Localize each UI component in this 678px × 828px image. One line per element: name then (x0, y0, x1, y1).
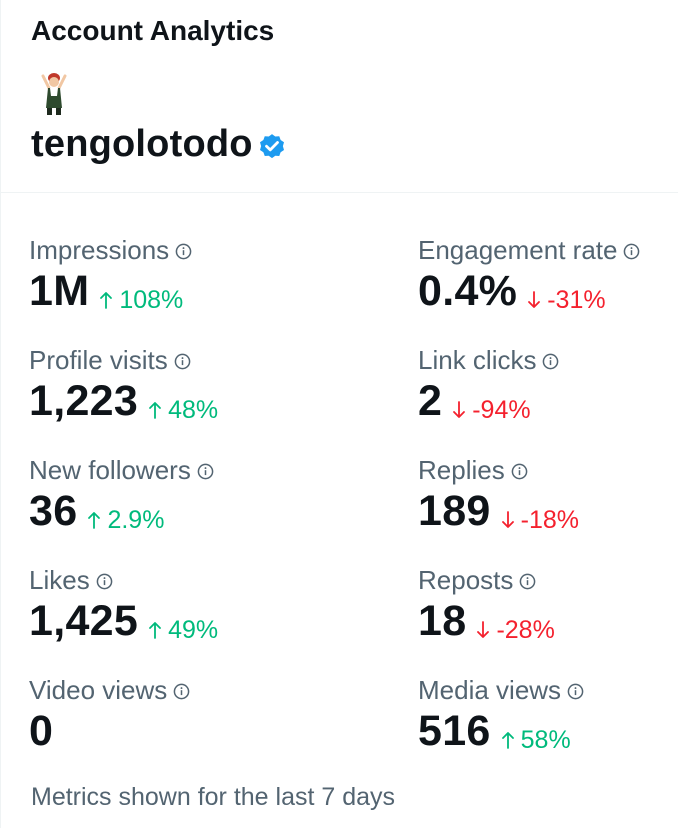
info-icon[interactable] (542, 353, 559, 370)
metric-change-value: -94% (472, 395, 531, 424)
info-icon[interactable] (197, 463, 214, 480)
account-handle[interactable]: tengolotodo (31, 123, 253, 165)
metric-change: -28% (476, 615, 555, 645)
metric-label: Engagement rate (418, 235, 618, 265)
metric-value: 0.4% (418, 267, 518, 315)
metric-link-clicks: Link clicks 2 -94% (418, 343, 559, 427)
metric-label: Profile visits (29, 345, 168, 375)
metric-change-value: -31% (547, 285, 606, 314)
info-icon[interactable] (96, 573, 113, 590)
info-icon[interactable] (519, 573, 536, 590)
metric-change-value: 49% (168, 615, 219, 644)
metric-change-value: 58% (520, 725, 571, 754)
info-icon[interactable] (173, 683, 190, 700)
metric-change: -31% (527, 285, 606, 315)
metric-label: Replies (418, 455, 505, 485)
metric-label: Reposts (418, 565, 514, 595)
metric-change: 58% (501, 726, 571, 755)
avatar[interactable] (37, 72, 71, 116)
metric-value: 1M (29, 267, 90, 315)
metric-impressions: Impressions 1M 108% (29, 233, 192, 317)
arrow-up-icon (100, 292, 113, 309)
metric-change-value: -28% (496, 615, 555, 644)
metric-likes: Likes 1,425 49% (29, 563, 218, 647)
metric-value: 1,223 (29, 377, 139, 425)
handle-row: tengolotodo (31, 122, 287, 166)
metric-reposts: Reposts 18 -28% (418, 563, 555, 647)
metric-change-value: 108% (119, 285, 184, 314)
arrow-down-icon (501, 511, 514, 528)
arrow-down-icon (477, 621, 490, 638)
arrow-down-icon (453, 401, 466, 418)
metric-video-views: Video views 0 (29, 673, 190, 757)
metric-label: Impressions (29, 235, 170, 265)
metric-engagement-rate: Engagement rate 0.4% -31% (418, 233, 640, 317)
metric-new-followers: New followers 36 2.9% (29, 453, 214, 537)
info-icon[interactable] (623, 243, 640, 260)
metric-value: 0 (29, 707, 54, 755)
metric-label: Link clicks (418, 345, 537, 375)
page-title: Account Analytics (31, 15, 275, 46)
arrow-down-icon (528, 291, 541, 308)
verified-badge-icon (259, 134, 284, 159)
info-icon[interactable] (175, 243, 192, 260)
metric-profile-visits: Profile visits 1,223 48% (29, 343, 218, 427)
metric-media-views: Media views 516 58% (418, 673, 584, 757)
metric-label: Likes (29, 565, 90, 595)
arrow-up-icon (149, 622, 162, 639)
metric-value: 1,425 (29, 597, 139, 645)
metric-replies: Replies 189 -18% (418, 453, 579, 537)
metric-change: -94% (452, 395, 531, 425)
metric-value: 2 (418, 377, 443, 425)
metric-label: New followers (29, 455, 191, 485)
metric-change: -18% (501, 506, 579, 535)
metric-change: 49% (148, 616, 218, 645)
metric-value: 18 (418, 597, 467, 645)
metrics-period-note: Metrics shown for the last 7 days (31, 783, 396, 811)
metric-change: 2.9% (87, 506, 164, 535)
metric-change-value: 2.9% (107, 505, 165, 534)
arrow-up-icon (88, 512, 101, 529)
metric-label: Media views (418, 675, 562, 705)
metric-label: Video views (29, 675, 168, 705)
metric-value: 36 (29, 487, 78, 535)
metric-value: 516 (418, 707, 491, 755)
info-icon[interactable] (174, 353, 191, 370)
arrow-up-icon (501, 732, 514, 749)
metric-change-value: 48% (168, 395, 219, 424)
info-icon[interactable] (567, 683, 584, 700)
metric-change: 48% (148, 396, 218, 425)
info-icon[interactable] (511, 463, 528, 480)
metric-value: 189 (418, 487, 491, 535)
metric-change-value: -18% (520, 505, 580, 534)
metric-change: 108% (99, 286, 183, 315)
arrow-up-icon (149, 402, 162, 419)
analytics-header: Account Analytics tengolotodo (1, 0, 678, 193)
